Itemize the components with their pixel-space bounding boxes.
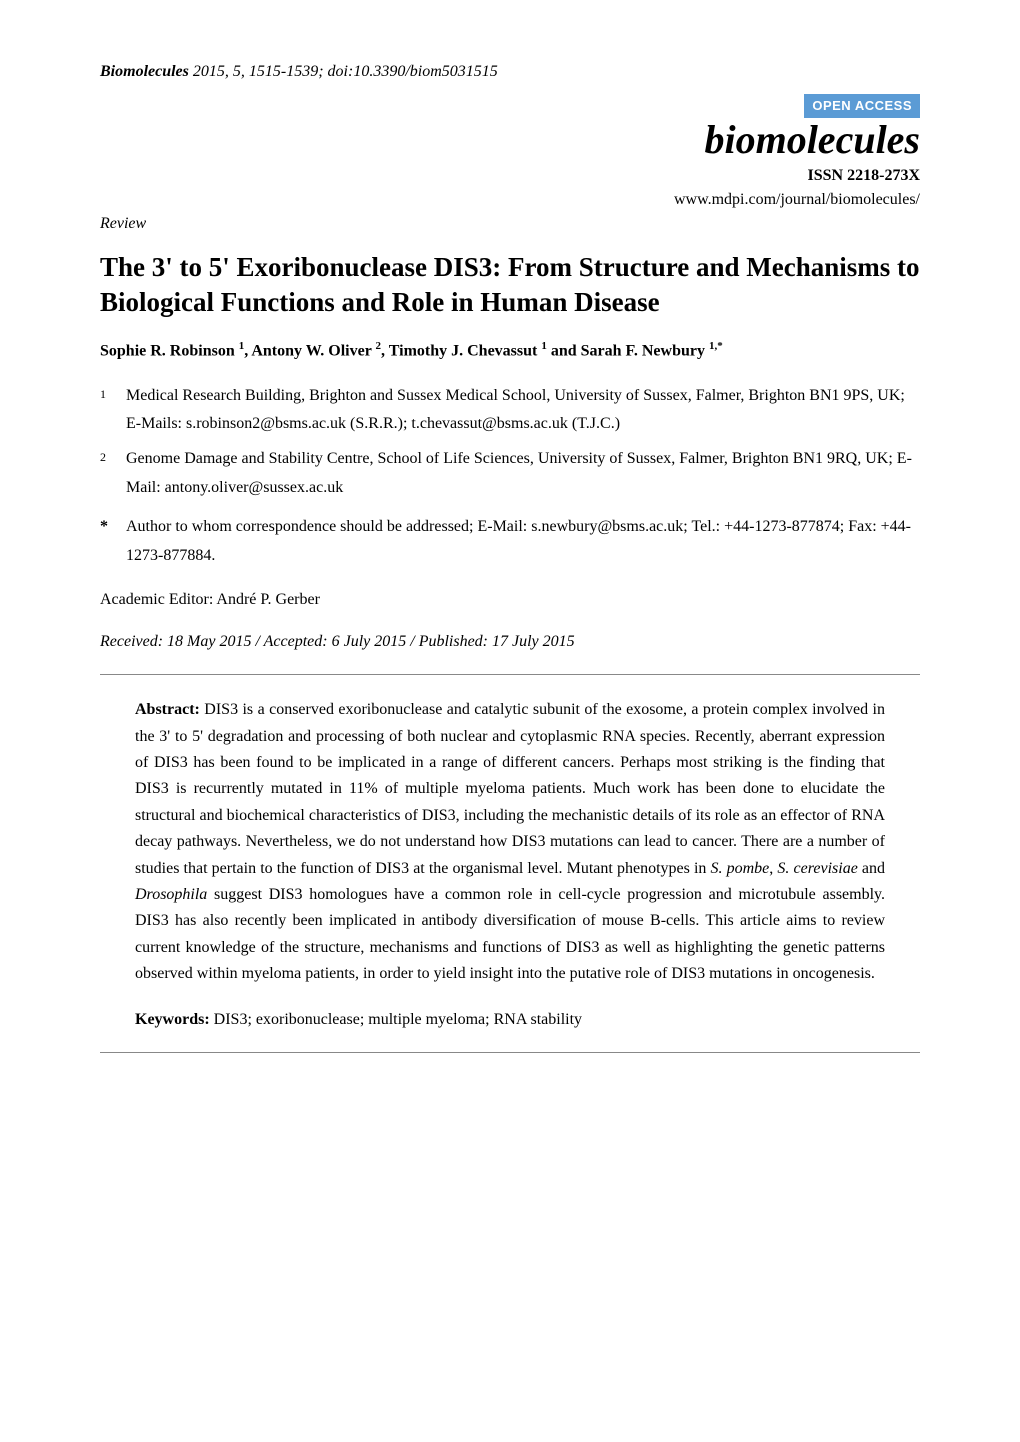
abstract-italic-3: Drosophila	[135, 886, 207, 903]
affiliation-1-num: 1	[100, 382, 126, 440]
keywords: Keywords: DIS3; exoribonuclease; multipl…	[135, 1008, 885, 1032]
article-type: Review	[100, 212, 920, 236]
abstract-label: Abstract:	[135, 701, 200, 718]
citation-journal: Biomolecules	[100, 63, 189, 80]
abstract-italic-2: S. cerevisiae	[777, 860, 857, 877]
divider-bottom	[100, 1052, 920, 1053]
keywords-text: DIS3; exoribonuclease; multiple myeloma;…	[210, 1011, 582, 1028]
article-dates: Received: 18 May 2015 / Accepted: 6 July…	[100, 630, 920, 654]
author-4-sup: 1,*	[709, 340, 723, 352]
journal-url: www.mdpi.com/journal/biomolecules/	[100, 188, 920, 212]
abstract-text-3: and	[858, 860, 885, 877]
issn: ISSN 2218-273X	[100, 164, 920, 188]
abstract-text-4: suggest DIS3 homologues have a common ro…	[135, 886, 885, 982]
citation-rest: 2015, 5, 1515-1539; doi:10.3390/biom5031…	[189, 63, 498, 80]
open-access-badge: OPEN ACCESS	[804, 94, 920, 118]
affiliation-1: 1 Medical Research Building, Brighton an…	[100, 382, 920, 440]
affiliation-2-text: Genome Damage and Stability Centre, Scho…	[126, 445, 920, 503]
authors-line: Sophie R. Robinson 1, Antony W. Oliver 2…	[100, 338, 920, 363]
affiliation-1-text: Medical Research Building, Brighton and …	[126, 382, 920, 440]
academic-editor: Academic Editor: André P. Gerber	[100, 588, 920, 612]
journal-title: biomolecules	[100, 120, 920, 160]
affiliation-2-num: 2	[100, 445, 126, 503]
citation-journal-text: Biomolecules	[100, 63, 189, 80]
header-citation: Biomolecules 2015, 5, 1515-1539; doi:10.…	[100, 60, 920, 84]
author-2: Antony W. Oliver	[251, 343, 375, 360]
journal-header-block: OPEN ACCESS biomolecules ISSN 2218-273X …	[100, 94, 920, 212]
abstract-italic-1: S. pombe	[711, 860, 770, 877]
correspondence-star: *	[100, 513, 126, 571]
affiliation-2: 2 Genome Damage and Stability Centre, Sc…	[100, 445, 920, 503]
author-sep-2: ,	[381, 343, 389, 360]
author-sep-3: and	[547, 343, 581, 360]
correspondence: * Author to whom correspondence should b…	[100, 513, 920, 571]
abstract-text-1: DIS3 is a conserved exoribonuclease and …	[135, 701, 885, 876]
article-title: The 3' to 5' Exoribonuclease DIS3: From …	[100, 250, 920, 320]
author-4: Sarah F. Newbury	[581, 343, 709, 360]
abstract: Abstract: DIS3 is a conserved exoribonuc…	[135, 697, 885, 987]
author-1: Sophie R. Robinson	[100, 343, 239, 360]
keywords-label: Keywords:	[135, 1011, 210, 1028]
divider-top	[100, 674, 920, 675]
author-3: Timothy J. Chevassut	[389, 343, 542, 360]
correspondence-text: Author to whom correspondence should be …	[126, 513, 920, 571]
affiliations: 1 Medical Research Building, Brighton an…	[100, 382, 920, 503]
